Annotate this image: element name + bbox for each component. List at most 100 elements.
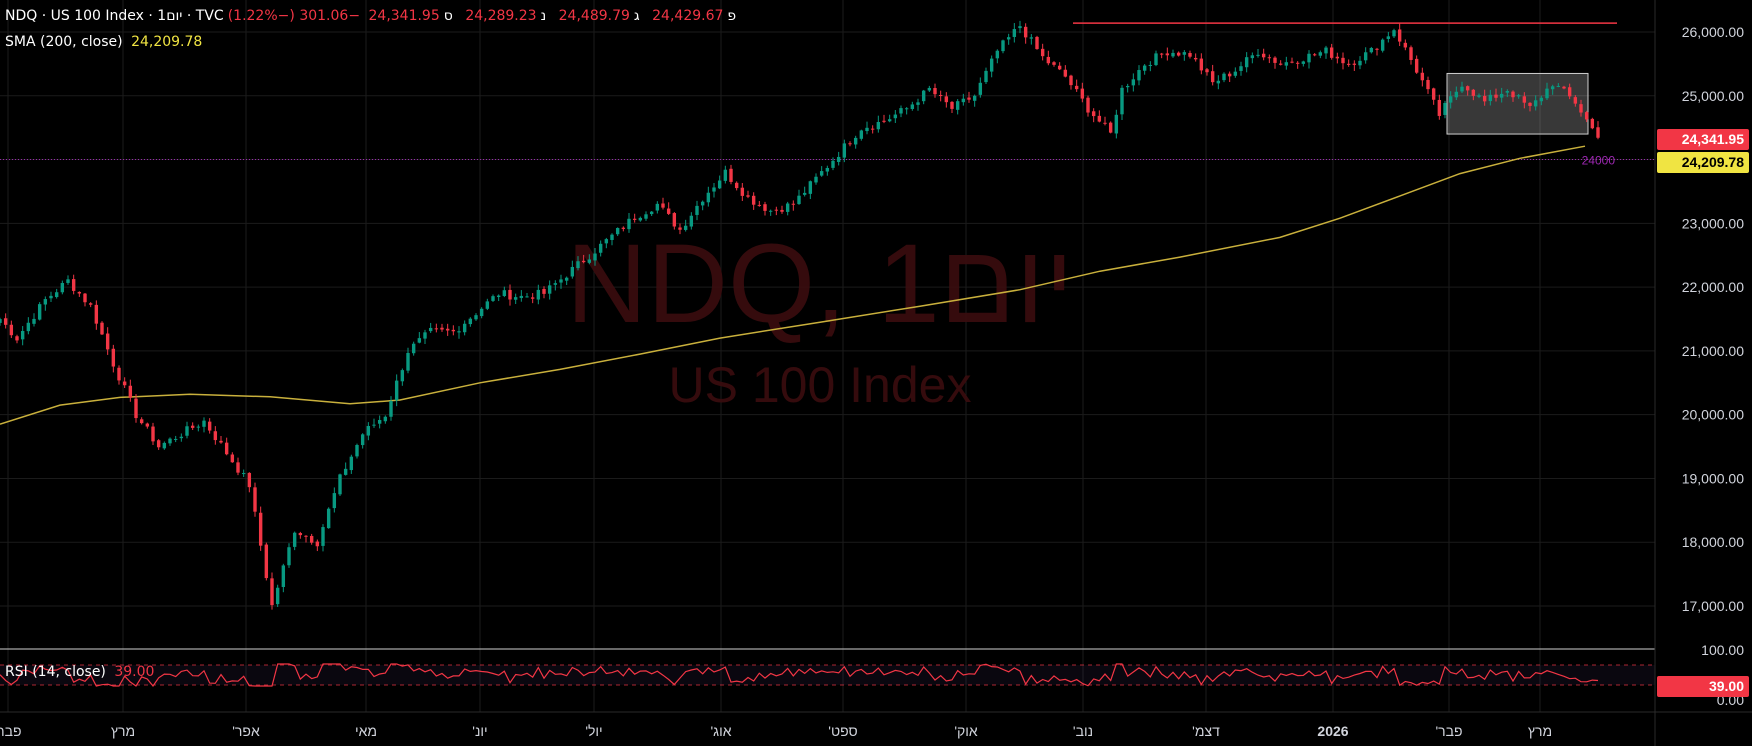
candle-body [474, 315, 478, 320]
candle-body [831, 160, 835, 168]
candle-body [1216, 80, 1221, 84]
candle-body [870, 128, 875, 130]
candle-body [1556, 85, 1561, 87]
sma-price-tag-bg [1657, 152, 1749, 173]
sma-line[interactable] [0, 145, 1586, 425]
candle-body [825, 168, 830, 172]
candle-body [1199, 58, 1204, 71]
candle-body [904, 108, 909, 110]
sma-label[interactable]: SMA (200, close) [5, 34, 123, 50]
symbol-legend[interactable]: NDQ · US 100 Index · 1יום · TVC פ24,429.6… [5, 8, 744, 24]
candle-body [672, 213, 677, 227]
candle-body [100, 322, 104, 335]
candle-body [1029, 37, 1034, 39]
sma-legend[interactable]: SMA (200, close) 24,209.78 [5, 34, 206, 50]
candle-body [122, 381, 127, 386]
time-tick-label: מרץ [1528, 723, 1552, 739]
candle-body [876, 121, 881, 130]
candle-body [836, 156, 841, 162]
candle-body [1567, 87, 1572, 97]
candle-body [513, 297, 518, 300]
candle-body [1528, 102, 1532, 106]
candle-body [468, 318, 473, 325]
candle-body [700, 201, 705, 206]
time-tick-label: יול' [585, 723, 602, 739]
rsi-legend[interactable]: RSI (14, close) 39.00 [5, 664, 158, 680]
last-price-tag: 24,341.95 [1682, 131, 1744, 147]
candle-body [1001, 40, 1005, 52]
candle-body [1205, 69, 1209, 73]
horizontal-lines[interactable]: 24000 [0, 22, 1655, 168]
candle-body [1171, 52, 1175, 57]
candle-body [1074, 85, 1079, 90]
candle-body [1165, 53, 1170, 56]
watermark-title: NDQ, 1יום [566, 221, 1074, 346]
ohlc-high: ג24,489.79 [558, 8, 640, 24]
price-tick-label: 26,000.00 [1682, 24, 1744, 40]
time-tick-label: פבר' [1435, 723, 1462, 739]
candle-body [1499, 93, 1504, 98]
candle-body [496, 295, 501, 298]
rsi-value-tag: 39.00 [1709, 678, 1744, 694]
candle-body [1363, 52, 1368, 61]
candle-body [1012, 29, 1017, 37]
candle-body [1426, 79, 1430, 90]
candle-body [1392, 30, 1396, 37]
range-box[interactable] [1446, 72, 1589, 135]
candle-body [423, 332, 427, 339]
candle-body [944, 96, 949, 103]
candle-body [15, 336, 19, 341]
ohlc-low: נ24,289.23 [465, 8, 547, 24]
candle-body [989, 58, 994, 72]
candle-body [984, 70, 988, 83]
candle-body [621, 227, 626, 229]
time-tick-label: אפר' [232, 723, 260, 739]
candle-body [1278, 63, 1283, 65]
candle-body [1108, 122, 1113, 133]
candle-body [0, 319, 2, 323]
candle-body [366, 425, 371, 436]
sma-price-tag: 24,209.78 [1682, 154, 1744, 170]
candle-body [1046, 56, 1051, 64]
symbol-title[interactable]: NDQ · US 100 Index · 1יום · TVC [5, 8, 224, 24]
candle-body [60, 283, 65, 293]
candle-body [236, 462, 240, 473]
candle-body [955, 101, 960, 110]
candle-body [1324, 47, 1328, 54]
rsi-label[interactable]: RSI (14, close) [5, 664, 106, 680]
candle-body [1375, 48, 1379, 50]
candle-body [1596, 127, 1600, 138]
candle-body [1511, 91, 1515, 98]
candle-body [88, 303, 93, 305]
rsi-value: 39.00 [114, 664, 155, 680]
candle-body [66, 279, 70, 283]
candle-body [1142, 65, 1147, 71]
candle-body [173, 438, 178, 440]
candle-body [400, 370, 405, 382]
candle-body [757, 204, 762, 206]
candle-body [134, 398, 138, 419]
candle-body [1505, 90, 1510, 93]
candle-body [1590, 118, 1595, 129]
candle-body [910, 104, 915, 109]
candle-body [865, 127, 869, 132]
candle-body [740, 187, 745, 196]
candle-body [899, 108, 903, 114]
candle-body [1103, 122, 1107, 124]
candle-body [128, 385, 133, 398]
candle-body [916, 102, 920, 105]
candle-body [1346, 63, 1351, 65]
candle-body [853, 137, 858, 145]
candle-body [1409, 47, 1413, 60]
candle-body [689, 215, 694, 227]
candle-body [1352, 63, 1357, 65]
candle-body [326, 508, 331, 529]
time-axis[interactable]: פבר' מרץ אפר' מאי יונ' יול' אוג' ספט' אוק' נוב' דצ… [0, 723, 1552, 739]
candle-body [1057, 65, 1062, 70]
candle-body [20, 330, 25, 340]
candle-body [185, 426, 189, 436]
candle-body [343, 468, 348, 475]
change-value: −301.06 (−1.22%) [227, 8, 361, 24]
